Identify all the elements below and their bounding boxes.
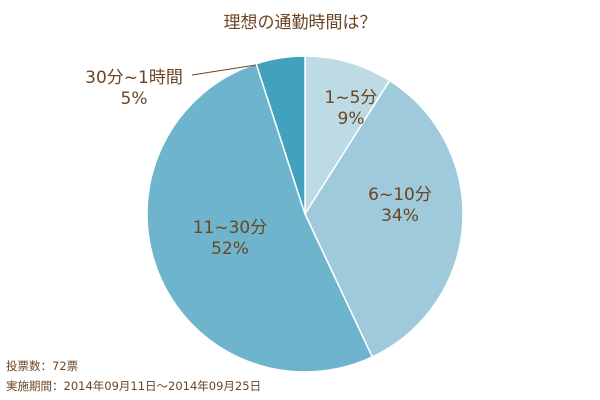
survey-period: 実施期間：2014年09月11日～2014年09月25日 — [6, 379, 262, 393]
pie-slice-2 — [146, 62, 374, 373]
pie-slice-1 — [304, 79, 464, 358]
slice-label-11-30: 11~30分 52% — [192, 218, 268, 259]
pie-slice-3 — [255, 55, 306, 215]
slice-label-1-5: 1~5分 9% — [324, 88, 378, 129]
leader-line — [191, 64, 257, 76]
slice-label-30-60: 30分~1時間 5% — [85, 68, 183, 109]
vote-count: 投票数：72票 — [6, 359, 79, 373]
chart-title: 理想の通勤時間は？ — [223, 13, 377, 33]
pie-slice-0 — [304, 55, 391, 217]
slice-label-6-10: 6~10分 34% — [368, 185, 432, 226]
